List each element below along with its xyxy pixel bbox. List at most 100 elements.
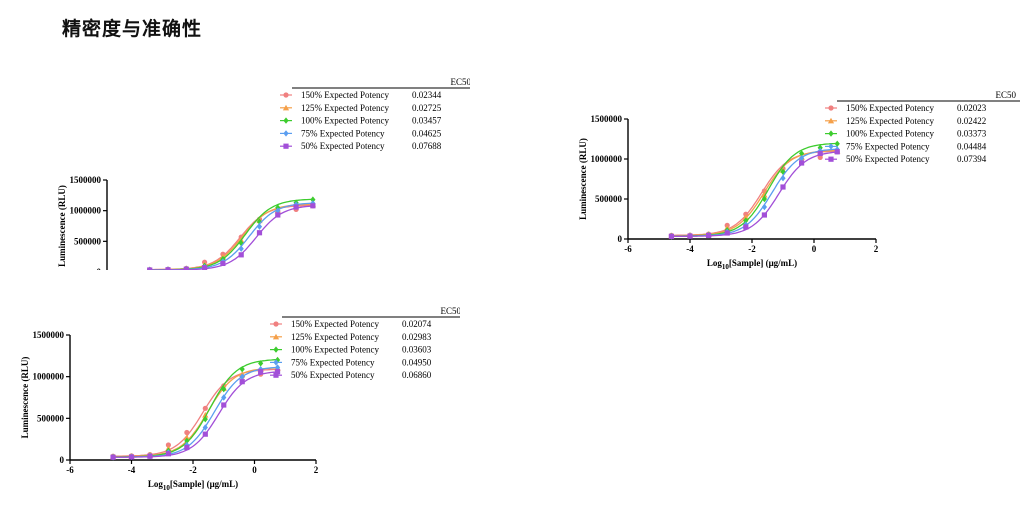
legend-label: 100% Expected Potency — [846, 129, 934, 139]
legend-label: 150% Expected Potency — [301, 90, 389, 100]
series-curve-75 — [149, 202, 313, 270]
data-point-50 — [799, 160, 805, 166]
y-tick-label: 0 — [97, 267, 102, 270]
data-point-75 — [275, 207, 281, 214]
y-axis-label: Luminescence (RLU) — [578, 138, 588, 220]
data-point-50 — [128, 454, 135, 460]
x-tick-label: 2 — [314, 465, 319, 475]
data-point-50 — [310, 203, 316, 209]
legend-ec50-value: 0.04484 — [957, 141, 987, 151]
y-tick-label: 1000000 — [591, 154, 623, 164]
data-point-100 — [184, 437, 190, 445]
data-point-50 — [183, 266, 189, 270]
x-axis-label: Log10[Sample] (μg/mL) — [707, 258, 797, 271]
series-curve-75 — [671, 148, 838, 237]
x-tick-label: 2 — [874, 244, 879, 254]
series-curve-125 — [149, 203, 313, 270]
legend-marker-75 — [283, 130, 289, 137]
legend-marker-50 — [273, 372, 279, 378]
data-point-50 — [706, 232, 712, 238]
x-tick-label: -4 — [686, 244, 694, 254]
series-curve-150 — [113, 368, 278, 457]
legend-ec50-value: 0.06860 — [402, 370, 432, 380]
data-point-75 — [239, 373, 245, 380]
legend-marker-150 — [283, 92, 289, 98]
x-axis-label: Log10[Sample] (μg/mL) — [148, 479, 238, 492]
legend-ec50-value: 0.07394 — [957, 154, 987, 164]
data-point-50 — [165, 451, 171, 457]
legend-ec50-value: 0.04625 — [412, 128, 442, 138]
chart-panel-3: 0 500000 1000000 1500000 -6 -4 -2 0 2 Luminescenc… — [20, 306, 460, 492]
series-curve-125 — [113, 367, 278, 458]
series-curve-50 — [113, 371, 278, 458]
legend-marker-75 — [828, 143, 834, 150]
y-axis-label: Luminescence (RLU) — [57, 185, 67, 267]
series-curve-150 — [149, 204, 313, 270]
data-point-50 — [275, 212, 281, 218]
legend-label: 150% Expected Potency — [291, 319, 379, 329]
data-point-100 — [310, 196, 316, 203]
data-point-150 — [743, 211, 749, 217]
y-tick-label: 500000 — [74, 236, 102, 246]
data-point-50 — [110, 454, 116, 460]
y-tick-label: 1000000 — [70, 206, 102, 216]
data-point-75 — [761, 203, 767, 211]
series-curve-150 — [671, 150, 838, 236]
legend-marker-100 — [283, 117, 289, 124]
data-point-50 — [202, 265, 208, 270]
legend-marker-125 — [827, 117, 835, 124]
legend-ec50-header: EC50 — [995, 90, 1016, 100]
legend-label: 125% Expected Potency — [291, 332, 379, 342]
legend-ec50-header: EC50 — [450, 77, 470, 87]
data-point-50 — [780, 184, 786, 190]
data-point-100 — [817, 144, 823, 151]
x-tick-label: 0 — [252, 465, 257, 475]
legend-label: 125% Expected Potency — [846, 116, 934, 126]
legend-ec50-value: 0.02422 — [957, 116, 986, 126]
page-title: 精密度与准确性 — [62, 18, 203, 40]
data-point-150 — [184, 429, 190, 436]
data-point-75 — [202, 424, 208, 431]
data-point-50 — [743, 224, 749, 230]
data-point-100 — [256, 218, 263, 225]
data-point-50 — [220, 260, 226, 267]
series-curve-100 — [113, 358, 278, 458]
y-tick-label: 1500000 — [33, 330, 65, 340]
x-tick-label: -2 — [189, 465, 197, 475]
legend-label: 75% Expected Potency — [846, 141, 930, 151]
chart-panel-2: 0 500000 1000000 1500000 -6 -4 -2 0 2 Luminescenc… — [578, 90, 1020, 271]
legend-marker-125 — [272, 333, 280, 340]
data-point-50 — [221, 402, 227, 408]
legend-label: 100% Expected Potency — [291, 345, 379, 355]
legend-label: 100% Expected Potency — [301, 116, 389, 126]
legend-label: 75% Expected Potency — [291, 357, 375, 367]
legend-ec50-value: 0.02344 — [412, 90, 442, 100]
data-point-50 — [202, 431, 208, 437]
x-tick-label: -6 — [624, 244, 632, 254]
legend-ec50-value: 0.02725 — [412, 103, 442, 113]
legend-marker-75 — [273, 359, 279, 366]
x-tick-label: -2 — [748, 244, 756, 254]
data-point-100 — [834, 140, 840, 147]
data-point-100 — [202, 415, 208, 423]
legend-marker-100 — [828, 130, 834, 137]
y-tick-label: 1000000 — [33, 372, 65, 382]
y-axis-label: Luminescence (RLU) — [20, 357, 30, 439]
data-point-50 — [293, 204, 299, 210]
y-tick-label: 0 — [618, 234, 623, 244]
x-tick-label: -6 — [66, 465, 74, 475]
data-point-150 — [202, 405, 208, 411]
chart-panel-1: 050000010000001500000-6-4-202Luminescenc… — [57, 77, 470, 270]
data-point-75 — [256, 223, 263, 230]
legend-marker-50 — [828, 156, 834, 162]
x-tick-label: 0 — [812, 244, 817, 254]
data-point-100 — [221, 385, 227, 393]
legend-marker-150 — [828, 105, 834, 111]
data-point-150 — [165, 442, 171, 448]
data-point-100 — [239, 365, 245, 373]
legend-ec50-value: 0.02983 — [402, 332, 432, 342]
data-point-50 — [165, 267, 171, 270]
data-point-50 — [724, 230, 730, 236]
legend-ec50-value: 0.04950 — [402, 357, 432, 367]
data-point-125 — [742, 214, 749, 220]
